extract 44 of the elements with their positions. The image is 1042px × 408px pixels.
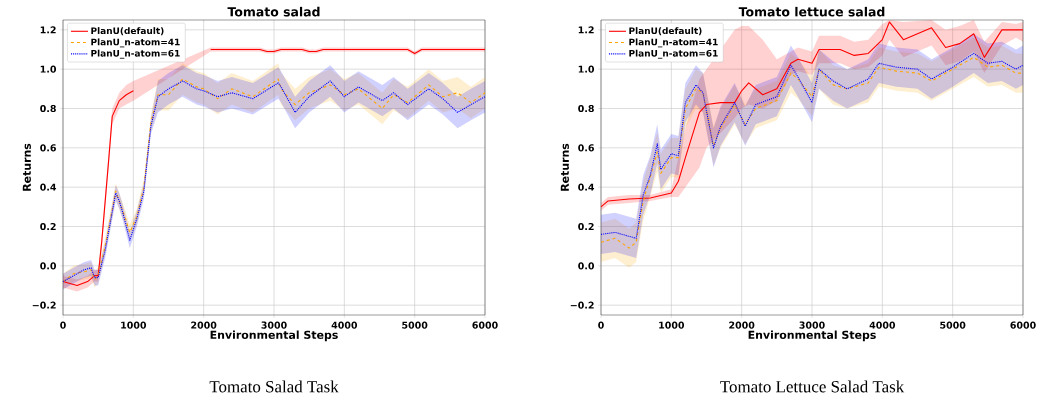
x-tick-label: 5000: [402, 321, 428, 329]
y-tick-label: 1.2: [578, 26, 594, 34]
y-tick-label: 1.0: [40, 65, 57, 73]
x-tick-label: 3000: [261, 321, 287, 329]
legend-label: PlanU_n-atom=61: [91, 49, 180, 59]
legend-label: PlanU(default): [629, 27, 702, 36]
y-axis-title: Returns: [560, 143, 569, 191]
x-tick-label: 0: [60, 321, 66, 329]
x-tick-label: 6000: [1010, 321, 1036, 329]
chart-title: Tomato lettuce salad: [738, 6, 885, 17]
x-tick-label: 0: [598, 321, 604, 329]
y-tick-label: 0.8: [40, 104, 56, 113]
x-axis-title: Environmental Steps: [748, 330, 876, 342]
legend-label: PlanU_n-atom=41: [629, 38, 718, 48]
x-tick-label: 6000: [472, 321, 498, 329]
legend-label: PlanU_n-atom=41: [91, 38, 180, 48]
y-tick-label: 0.6: [578, 144, 594, 152]
y-tick-label: 0.4: [578, 183, 595, 191]
x-tick-label: 4000: [331, 321, 358, 329]
x-tick-label: 1000: [659, 321, 685, 329]
y-tick-label: 0.4: [40, 183, 57, 191]
y-tick-label: 1.2: [40, 26, 56, 34]
x-tick-label: 4000: [869, 321, 896, 329]
y-tick-label: 0.6: [40, 144, 56, 152]
y-tick-label: 0.8: [578, 104, 594, 113]
x-tick-label: 2000: [729, 321, 755, 329]
y-tick-label: 1.0: [578, 65, 595, 73]
x-tick-label: 2000: [191, 321, 217, 329]
y-axis-title: Returns: [22, 143, 31, 191]
y-tick-label: −0.2: [32, 301, 56, 309]
legend-label: PlanU_n-atom=61: [629, 49, 718, 59]
y-tick-label: −0.2: [570, 301, 594, 309]
y-tick-label: 0.0: [40, 262, 57, 270]
x-tick-label: 3000: [799, 321, 825, 329]
text: Tomato Salad Task: [209, 380, 339, 393]
y-tick-label: 0.2: [40, 222, 56, 231]
chart-title: Tomato salad: [227, 6, 320, 17]
legend-label: PlanU(default): [91, 27, 164, 36]
y-tick-label: 0.0: [578, 262, 595, 270]
y-tick-label: 0.2: [578, 222, 594, 231]
x-tick-label: 5000: [940, 321, 966, 329]
text: Tomato Lettuce Salad Task: [720, 380, 905, 393]
x-axis-title: Environmental Steps: [210, 330, 338, 342]
x-tick-label: 1000: [121, 321, 147, 329]
